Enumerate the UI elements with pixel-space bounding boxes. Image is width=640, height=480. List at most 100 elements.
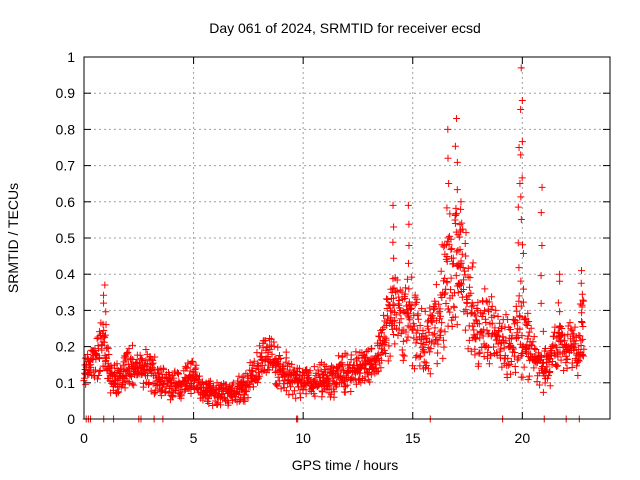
data-point bbox=[389, 294, 397, 302]
data-point bbox=[494, 312, 502, 320]
data-point bbox=[554, 328, 562, 336]
data-point bbox=[132, 360, 140, 368]
data-point bbox=[511, 348, 519, 356]
data-point bbox=[424, 325, 432, 333]
y-tick-label: 0.4 bbox=[56, 266, 76, 282]
data-point bbox=[517, 215, 525, 223]
data-point bbox=[554, 299, 562, 307]
data-point bbox=[101, 281, 109, 289]
data-point bbox=[421, 307, 429, 315]
data-point bbox=[561, 337, 569, 345]
data-point bbox=[389, 301, 397, 309]
data-point bbox=[447, 274, 455, 282]
data-point bbox=[568, 326, 576, 334]
data-point bbox=[404, 259, 412, 267]
data-point bbox=[545, 372, 553, 380]
data-point bbox=[282, 348, 290, 356]
data-point bbox=[460, 267, 468, 275]
data-point bbox=[382, 295, 390, 303]
data-point bbox=[435, 300, 443, 308]
data-point bbox=[506, 360, 514, 368]
data-point bbox=[297, 394, 305, 402]
data-point bbox=[103, 354, 111, 362]
data-point bbox=[464, 264, 472, 272]
data-point bbox=[384, 295, 392, 303]
data-point bbox=[547, 348, 555, 356]
data-point bbox=[469, 259, 477, 267]
data-point bbox=[571, 323, 579, 331]
data-point bbox=[187, 389, 195, 397]
data-point bbox=[173, 369, 181, 377]
data-point bbox=[539, 388, 547, 396]
data-point bbox=[390, 223, 398, 231]
data-point bbox=[414, 315, 422, 323]
data-point bbox=[403, 275, 411, 283]
data-point bbox=[457, 205, 465, 213]
data-point bbox=[508, 332, 516, 340]
data-point bbox=[474, 298, 482, 306]
data-point bbox=[119, 379, 127, 387]
data-point bbox=[147, 355, 155, 363]
y-axis-label: SRMTID / TECUs bbox=[5, 183, 21, 293]
data-point bbox=[523, 349, 531, 357]
data-point bbox=[419, 347, 427, 355]
data-point bbox=[318, 393, 326, 401]
data-point bbox=[520, 285, 528, 293]
data-point bbox=[217, 401, 225, 409]
data-point bbox=[378, 329, 386, 337]
data-point bbox=[437, 312, 445, 320]
data-point bbox=[127, 354, 135, 362]
data-point bbox=[403, 336, 411, 344]
data-point bbox=[465, 336, 473, 344]
data-point bbox=[578, 267, 586, 275]
data-point bbox=[408, 273, 416, 281]
data-point bbox=[578, 290, 586, 298]
data-point bbox=[389, 285, 397, 293]
data-point bbox=[100, 291, 108, 299]
data-point bbox=[467, 310, 475, 318]
data-point bbox=[412, 339, 420, 347]
data-point bbox=[513, 329, 521, 337]
data-point bbox=[523, 319, 531, 327]
data-point bbox=[413, 295, 421, 303]
data-point bbox=[507, 357, 515, 365]
data-point bbox=[186, 367, 194, 375]
data-point bbox=[458, 250, 466, 258]
data-point bbox=[434, 340, 442, 348]
data-point bbox=[580, 345, 588, 353]
data-point bbox=[437, 326, 445, 334]
data-point bbox=[429, 331, 437, 339]
data-point bbox=[292, 394, 300, 402]
data-point bbox=[325, 381, 333, 389]
data-point bbox=[189, 382, 197, 390]
data-point bbox=[480, 353, 488, 361]
data-point bbox=[537, 209, 545, 217]
data-point bbox=[488, 302, 496, 310]
data-point bbox=[432, 281, 440, 289]
data-point bbox=[452, 272, 460, 280]
data-point bbox=[529, 338, 537, 346]
x-tick-label: 10 bbox=[295, 430, 311, 446]
data-point bbox=[455, 233, 463, 241]
data-point bbox=[577, 342, 585, 350]
data-point bbox=[424, 365, 432, 373]
data-point bbox=[160, 365, 168, 373]
data-point bbox=[213, 400, 221, 408]
data-point bbox=[142, 345, 150, 353]
data-point bbox=[485, 298, 493, 306]
data-point bbox=[327, 362, 335, 370]
y-tick-label: 0.5 bbox=[56, 230, 76, 246]
data-point bbox=[515, 297, 523, 305]
data-point bbox=[516, 180, 524, 188]
data-point bbox=[430, 304, 438, 312]
data-point bbox=[410, 334, 418, 342]
data-point bbox=[446, 308, 454, 316]
data-point bbox=[128, 380, 136, 388]
data-point bbox=[490, 312, 498, 320]
data-point bbox=[444, 234, 452, 242]
data-point bbox=[575, 356, 583, 364]
data-point bbox=[169, 392, 177, 400]
data-point bbox=[440, 290, 448, 298]
data-point bbox=[518, 138, 526, 146]
data-point bbox=[361, 353, 369, 361]
